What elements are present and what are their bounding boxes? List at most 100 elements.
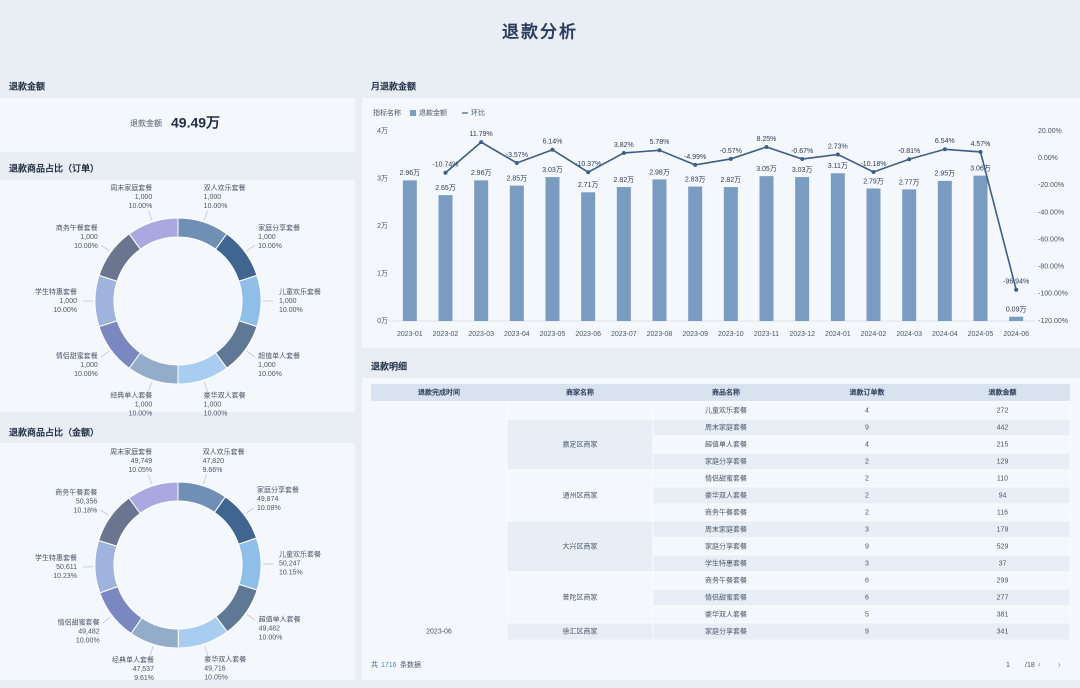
bar-label: 2.98万 bbox=[649, 168, 670, 176]
section-title: 退款明细 bbox=[371, 360, 407, 371]
table-cell: 2 bbox=[865, 475, 869, 482]
point-label: 2.73% bbox=[828, 143, 848, 150]
x-tick-label: 2023-10 bbox=[718, 331, 744, 338]
table-cell: 家庭分享套餐 bbox=[705, 541, 747, 550]
slice-percent: 10.00% bbox=[204, 203, 228, 210]
slice-label: 儿童欢乐套餐 bbox=[279, 550, 321, 559]
bar bbox=[723, 187, 738, 321]
slice-value: 49,874 bbox=[257, 496, 279, 503]
bar bbox=[474, 180, 489, 321]
table-cell: 6 bbox=[865, 594, 869, 601]
page-next[interactable]: › bbox=[1058, 660, 1061, 669]
bar-label: 2.96万 bbox=[471, 169, 492, 177]
slice-percent: 10.05% bbox=[204, 674, 228, 681]
slice-percent: 10.00% bbox=[53, 307, 77, 314]
line-point bbox=[942, 147, 947, 152]
bar bbox=[545, 177, 560, 321]
merchant-cell bbox=[506, 571, 654, 624]
slice-label: 商务午餐套餐 bbox=[56, 223, 98, 232]
slice-value: 50,247 bbox=[279, 561, 301, 568]
y-tick-label: 2万 bbox=[377, 222, 388, 230]
slice-percent: 10.08% bbox=[257, 505, 281, 512]
bar-label: 3.05万 bbox=[756, 165, 777, 173]
x-tick-label: 2024-03 bbox=[896, 331, 922, 338]
bar bbox=[438, 195, 453, 321]
table-cell: 2 bbox=[865, 509, 869, 516]
bar-label: 2.82万 bbox=[721, 176, 742, 184]
table-cell: 9 bbox=[865, 543, 869, 550]
table-cell: 商务午餐套餐 bbox=[705, 507, 747, 516]
bar bbox=[1009, 316, 1024, 321]
y2-tick-label: 0.00% bbox=[1038, 155, 1058, 162]
slice-label: 学生特惠套餐 bbox=[35, 287, 77, 296]
donut-slice bbox=[128, 481, 179, 515]
slice-percent: 10.00% bbox=[74, 243, 98, 250]
slice-value: 1,000 bbox=[204, 402, 222, 409]
point-label: -3.57% bbox=[506, 152, 528, 159]
legend-label: 退款金额 bbox=[419, 108, 447, 117]
page-prev[interactable]: ‹ bbox=[1038, 660, 1041, 669]
bar-label: 3.03万 bbox=[792, 166, 813, 174]
column-header: 退款完成时间 bbox=[418, 387, 460, 396]
page-title: 退款分析 bbox=[502, 21, 578, 41]
slice-label: 双人欢乐套餐 bbox=[204, 183, 246, 192]
slice-value: 49,482 bbox=[259, 625, 281, 632]
leader-line bbox=[148, 210, 153, 221]
x-tick-label: 2024-06 bbox=[1003, 331, 1029, 338]
line-point bbox=[871, 169, 876, 174]
footer-total: 1716 bbox=[381, 662, 397, 669]
table-cell: 94 bbox=[999, 492, 1007, 499]
point-label: 3.82% bbox=[614, 142, 634, 149]
table-cell: 442 bbox=[997, 424, 1009, 431]
table-cell: 129 bbox=[997, 458, 1009, 465]
bar-label: 2.95万 bbox=[935, 170, 956, 178]
merchant-name: 大兴区商家 bbox=[563, 541, 598, 550]
slice-percent: 9.61% bbox=[134, 675, 154, 682]
merchant-name: 通州区商家 bbox=[563, 490, 598, 499]
slice-percent: 10.00% bbox=[204, 411, 228, 418]
table-header bbox=[371, 384, 1070, 401]
x-tick-label: 2023-11 bbox=[754, 331, 779, 338]
bar bbox=[866, 188, 881, 321]
line-point bbox=[586, 170, 591, 175]
bar-label: 2.77万 bbox=[899, 178, 920, 186]
table-cell: 3 bbox=[865, 560, 869, 567]
leader-line bbox=[203, 474, 207, 484]
table-cell: 9 bbox=[865, 424, 869, 431]
x-tick-label: 2024-05 bbox=[968, 331, 994, 338]
slice-percent: 10.00% bbox=[76, 637, 100, 644]
table-cell: 110 bbox=[997, 475, 1008, 482]
bar bbox=[795, 177, 810, 321]
merchant-name: 嘉定区商家 bbox=[563, 439, 598, 448]
slice-label: 超值单人套餐 bbox=[259, 614, 301, 623]
table-cell: 豪华双人套餐 bbox=[705, 609, 747, 618]
panel bbox=[0, 98, 355, 152]
table-cell: 37 bbox=[999, 560, 1007, 567]
table-cell: 情侣甜蜜套餐 bbox=[705, 592, 747, 601]
y-tick-label: 1万 bbox=[377, 269, 388, 277]
y2-tick-label: -80.00% bbox=[1038, 264, 1064, 271]
x-tick-label: 2024-02 bbox=[861, 331, 887, 338]
slice-value: 1,000 bbox=[59, 298, 77, 305]
table-cell: 4 bbox=[865, 441, 869, 448]
leader-line bbox=[148, 474, 152, 485]
leader-line bbox=[100, 244, 110, 252]
table-cell: 529 bbox=[997, 543, 1009, 550]
line-point bbox=[443, 170, 448, 175]
legend-title: 指标名称 bbox=[373, 108, 401, 117]
y2-tick-label: 20.00% bbox=[1038, 128, 1062, 135]
point-label: 8.25% bbox=[757, 136, 777, 143]
refund-time: 2023-06 bbox=[426, 628, 452, 635]
slice-value: 1,000 bbox=[80, 234, 98, 241]
leader-line bbox=[246, 614, 256, 621]
slice-value: 1,000 bbox=[80, 362, 98, 369]
slice-percent: 10.00% bbox=[259, 634, 283, 641]
line-point bbox=[728, 156, 733, 161]
footer-suffix: 条数据 bbox=[400, 660, 421, 669]
leader-line bbox=[100, 509, 109, 516]
point-label: -4.99% bbox=[684, 154, 706, 161]
slice-label: 情侣甜蜜套餐 bbox=[58, 617, 100, 626]
bar bbox=[509, 185, 524, 321]
line-point bbox=[657, 148, 662, 153]
section-title: 退款商品占比（订单） bbox=[9, 162, 99, 173]
